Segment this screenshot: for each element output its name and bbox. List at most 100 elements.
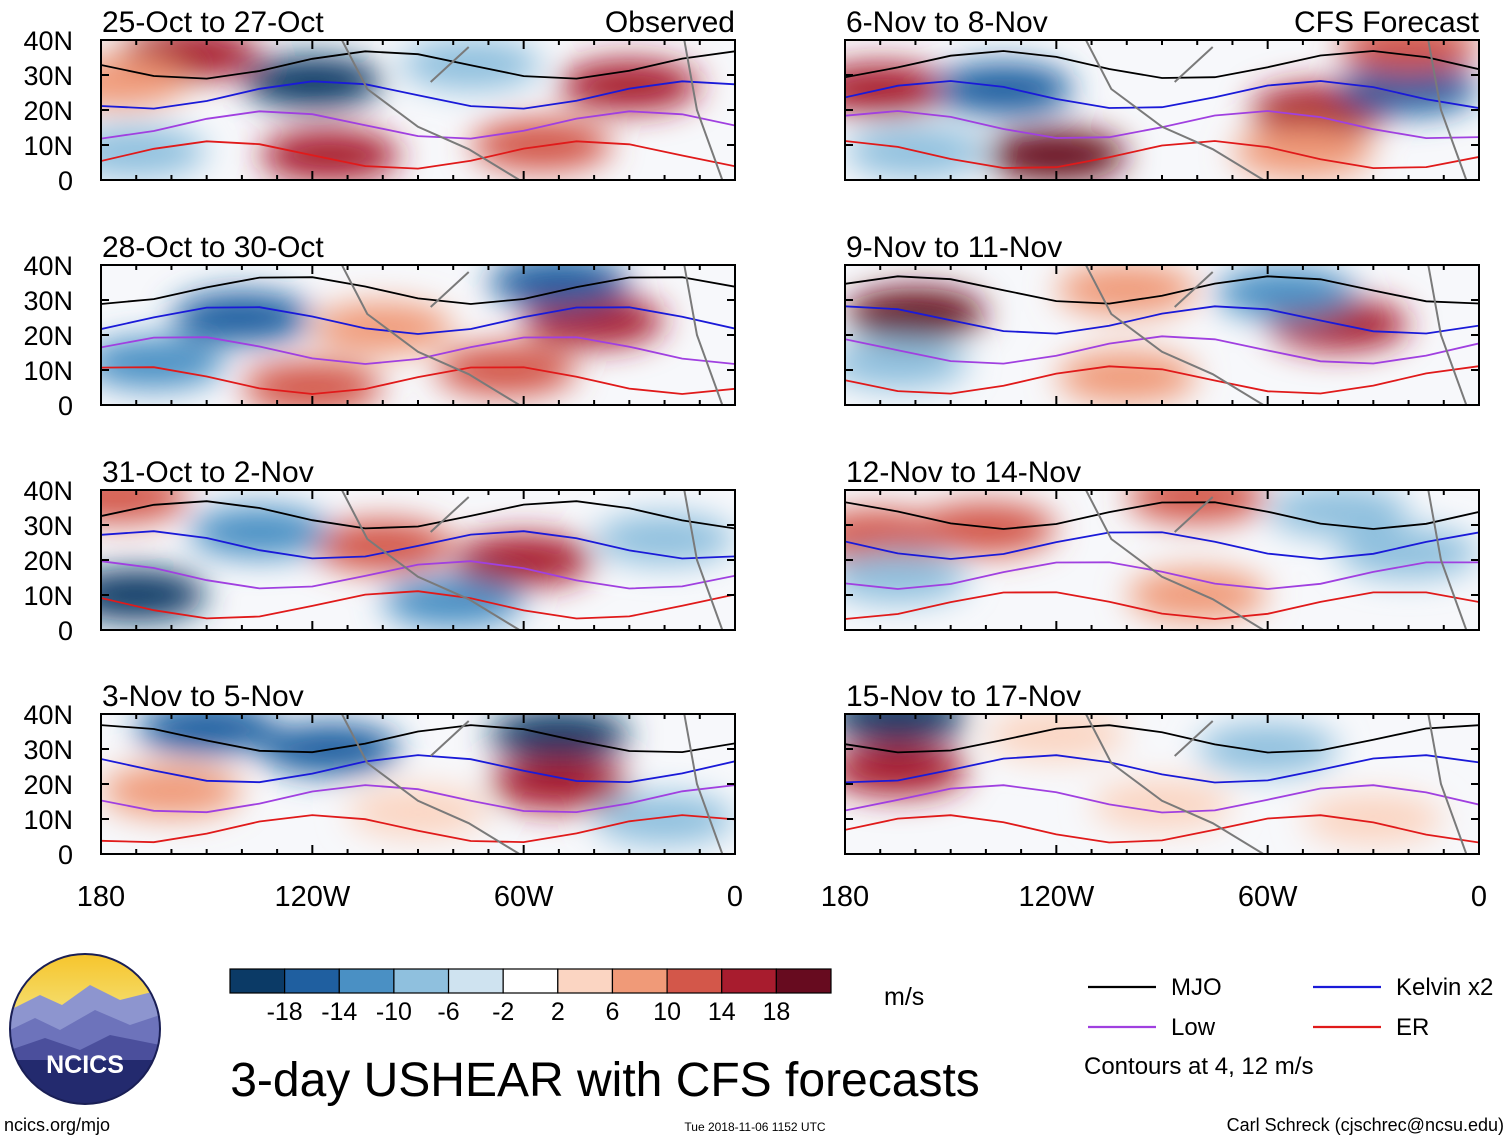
contour-legend: MJO Kelvin x2 Low ER (1088, 974, 1493, 1041)
panel-title: 28-Oct to 30-Oct (102, 231, 324, 264)
shear-anomaly-blob (933, 63, 1074, 115)
lat-tick-label: 30N (23, 61, 73, 91)
contour-line (101, 814, 735, 844)
contour-line (845, 591, 1479, 620)
colorbar-swatch (447, 968, 504, 994)
colorbar-tick-label: 10 (653, 998, 681, 1026)
contour-line (845, 275, 1479, 305)
lat-tick-label: 30N (23, 286, 73, 316)
shear-anomaly-blob (845, 63, 951, 115)
timestamp: Tue 2018-11-06 1152 UTC (684, 1120, 826, 1134)
map-panel: 40N 30N 20N 10N 0 28-Oct to 30-Oct (23, 231, 736, 421)
colorbar-swatch (775, 968, 832, 994)
shear-anomaly-blob (101, 569, 207, 621)
map-panel: 9-Nov to 11-Nov (844, 231, 1480, 406)
shear-anomaly-blob (1056, 351, 1197, 403)
contour-line (101, 784, 735, 814)
lat-tick-label: 30N (23, 511, 73, 541)
contour-line (845, 50, 1479, 79)
panel-title: 9-Nov to 11-Nov (846, 231, 1062, 264)
lat-tick-label: 40N (23, 251, 73, 281)
contour-line (101, 110, 735, 140)
panel-tag: CFS Forecast (1294, 6, 1480, 39)
contour-line (101, 276, 735, 305)
shear-anomaly-blob (242, 361, 383, 405)
colorbar-tick-label: 18 (762, 998, 790, 1026)
contours-note: Contours at 4, 12 m/s (1084, 1053, 1313, 1080)
contour-line (845, 501, 1479, 530)
shear-anomaly-blob (1338, 40, 1479, 73)
lat-tick-label: 40N (23, 26, 73, 56)
units-label: m/s (884, 983, 924, 1011)
colorbar-swatch (338, 968, 395, 994)
ncics-logo: NCICS (9, 953, 161, 1105)
map-panel: 40N 30N 20N 10N 0 31-Oct to 2-Nov (23, 456, 736, 646)
contour-line (101, 530, 735, 560)
contour-line (845, 814, 1479, 844)
contour-line (845, 724, 1479, 754)
shear-anomaly-blob (101, 126, 207, 178)
contour-line (101, 140, 735, 170)
shear-anomaly-blob (312, 520, 453, 572)
coastline (1085, 40, 1468, 180)
colorbar-tick-label: 2 (551, 998, 565, 1026)
contour-line (101, 366, 735, 395)
contour-line (845, 305, 1479, 335)
colorbar: -18 -14 -10 -6 -2 2 6 10 14 18 (229, 968, 832, 1026)
lat-tick-label: 20N (23, 770, 73, 800)
colorbar-tick-label: -14 (321, 998, 357, 1026)
lat-tick-label: 20N (23, 96, 73, 126)
lon-tick-label: 180 (77, 881, 125, 913)
contour-line (845, 531, 1479, 560)
contour-line (845, 561, 1479, 590)
contour-line (845, 335, 1479, 365)
shear-anomaly-blob (915, 502, 1056, 555)
source-link[interactable]: ncics.org/mjo (4, 1115, 110, 1135)
contour-line (101, 336, 735, 365)
contour-line (845, 784, 1479, 814)
shear-anomaly-blob (488, 758, 629, 810)
panel-title: 3-Nov to 5-Nov (102, 680, 304, 713)
lon-tick-label: 120W (274, 881, 350, 913)
colorbar-swatch (502, 968, 559, 994)
lon-tick-label: 60W (494, 881, 554, 913)
shear-anomaly-blob (559, 59, 700, 112)
colorbar-swatch (666, 968, 723, 994)
shear-anomaly-blob (453, 534, 594, 586)
lat-tick-label: 10N (23, 581, 73, 611)
shear-anomaly-blob (1338, 527, 1479, 579)
shear-anomaly-blob (845, 551, 968, 604)
panel-title: 15-Nov to 17-Nov (846, 680, 1081, 713)
coastline (1085, 714, 1468, 854)
main-title: 3-day USHEAR with CFS forecasts (230, 1054, 980, 1107)
shear-anomaly-blob (1056, 265, 1197, 316)
colorbar-swatch (284, 968, 340, 994)
shear-anomaly-blob (171, 291, 312, 344)
shear-anomaly-blob (1215, 267, 1356, 319)
coastline (1085, 265, 1468, 405)
shear-anomaly-blob (101, 765, 242, 817)
coastline (341, 40, 724, 180)
coastline (341, 714, 724, 854)
legend-label: Low (1171, 1014, 1216, 1041)
shear-anomaly-blob (594, 793, 735, 845)
shear-anomaly-blob (594, 513, 735, 565)
shear-anomaly-blob (101, 337, 224, 389)
map-panel: 6-Nov to 8-Nov CFS Forecast (844, 6, 1480, 181)
lat-tick-label: 40N (23, 700, 73, 730)
lat-tick-label: 40N (23, 476, 73, 506)
shear-anomaly-blob (1268, 490, 1409, 537)
contour-line (101, 590, 735, 620)
shear-anomaly-blob (1232, 126, 1373, 178)
lon-tick-label: 0 (1471, 881, 1487, 913)
panel-title: 25-Oct to 27-Oct (102, 6, 324, 39)
shear-anomaly-blob (845, 714, 968, 744)
shear-anomaly-blob (383, 576, 524, 628)
shear-anomaly-blob (312, 302, 453, 354)
lat-tick-label: 10N (23, 356, 73, 386)
lon-tick-label: 0 (727, 881, 743, 913)
coastline (1085, 490, 1468, 630)
shear-anomaly-blob (1197, 723, 1338, 775)
